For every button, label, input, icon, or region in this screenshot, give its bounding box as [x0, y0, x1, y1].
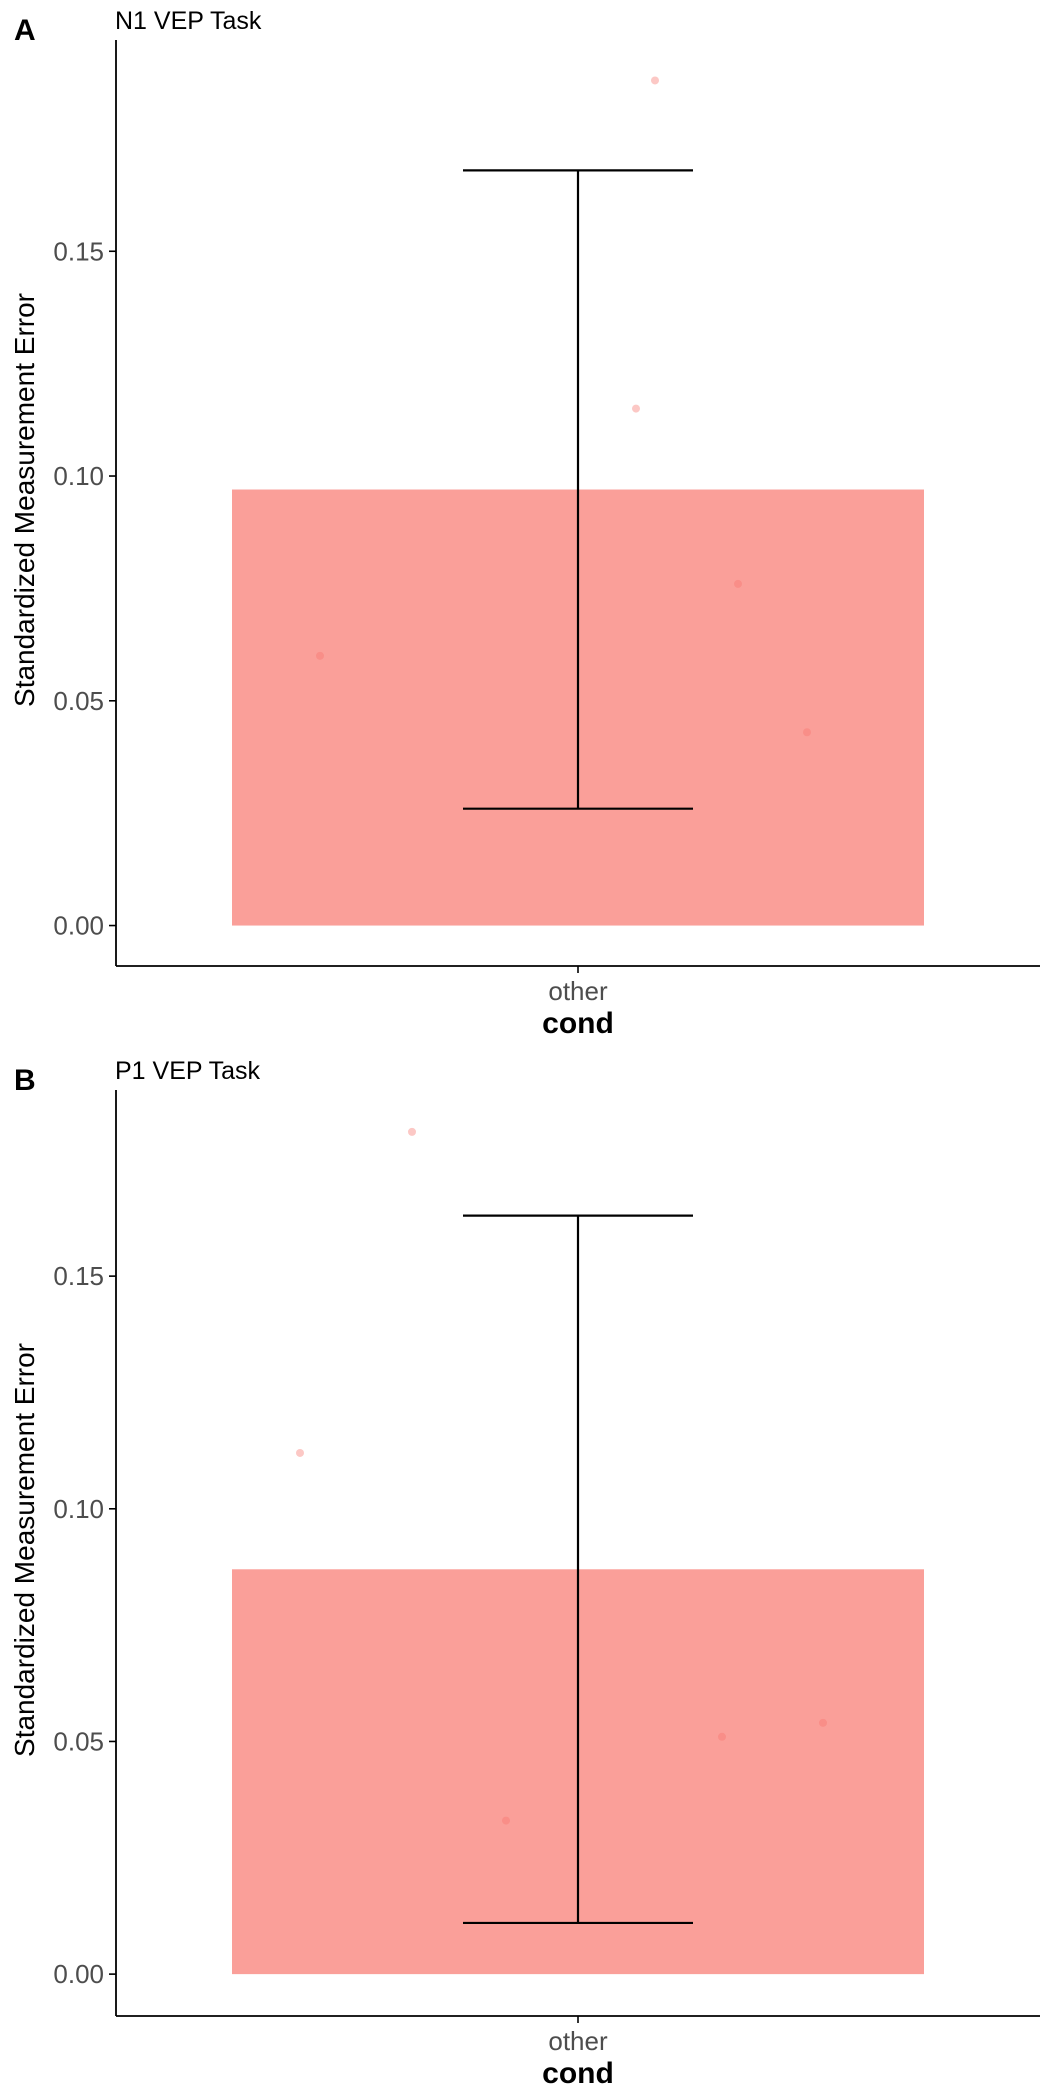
panel-a-data-point: [632, 404, 640, 413]
panel-a-y-tick-label: 0.00: [53, 911, 104, 941]
panel-b-x-axis-title: cond: [542, 2057, 614, 2090]
panel-a-data-point: [316, 651, 324, 660]
panel-b-title: P1 VEP Task: [115, 1057, 260, 1085]
panel-a-y-tick-label: 0.05: [53, 686, 104, 716]
panel-b-y-tick-label: 0.00: [53, 1959, 104, 1989]
panel-b-x-tick-label: other: [548, 2026, 608, 2056]
panel-a-x-axis-title: cond: [542, 1007, 614, 1040]
panel-a-y-tick-label: 0.15: [53, 236, 104, 266]
panel-b-data-point: [408, 1127, 416, 1136]
panel-b-plot: 0.00 0.05 0.10 0.15 other: [53, 1090, 1040, 2056]
panel-a-title: N1 VEP Task: [115, 7, 262, 35]
panel-b-y-tick-label: 0.15: [53, 1261, 104, 1291]
panel-b-data-point: [819, 1718, 827, 1727]
panel-a-data-point: [734, 579, 742, 588]
panel-letter-b: B: [14, 1064, 36, 1097]
panel-b-data-point: [502, 1816, 510, 1825]
panel-a-y-tick-label: 0.10: [53, 461, 104, 491]
panel-a-x-tick-label: other: [548, 976, 608, 1006]
panel-b-data-point: [718, 1732, 726, 1741]
panel-a-plot: 0.00 0.05 0.10 0.15 other: [53, 40, 1040, 1006]
panel-b-y-tick-label: 0.10: [53, 1494, 104, 1524]
panel-a-data-point: [803, 728, 811, 737]
panel-b: B P1 VEP Task Standardized Measurement E…: [9, 1057, 1040, 2090]
panel-letter-a: A: [14, 14, 36, 47]
panel-b-y-axis-title: Standardized Measurement Error: [9, 1343, 40, 1757]
panel-a-y-axis-title: Standardized Measurement Error: [9, 293, 40, 707]
panel-a: A N1 VEP Task Standardized Measurement E…: [9, 7, 1040, 1040]
panel-a-data-point: [651, 76, 659, 85]
panel-b-data-point: [296, 1448, 304, 1457]
panel-b-y-tick-label: 0.05: [53, 1726, 104, 1756]
